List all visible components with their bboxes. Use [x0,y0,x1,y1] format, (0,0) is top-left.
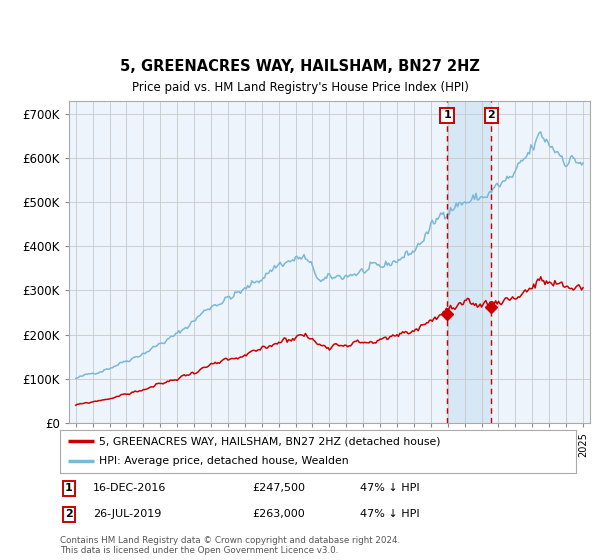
Text: 5, GREENACRES WAY, HAILSHAM, BN27 2HZ (detached house): 5, GREENACRES WAY, HAILSHAM, BN27 2HZ (d… [98,436,440,446]
Text: 1: 1 [65,483,73,493]
Text: 2: 2 [65,509,73,519]
Text: 1: 1 [443,110,451,120]
Text: £247,500: £247,500 [252,483,305,493]
Text: 26-JUL-2019: 26-JUL-2019 [93,509,161,519]
Text: £263,000: £263,000 [252,509,305,519]
Text: 47% ↓ HPI: 47% ↓ HPI [360,509,419,519]
Text: HPI: Average price, detached house, Wealden: HPI: Average price, detached house, Weal… [98,456,349,466]
Text: Contains HM Land Registry data © Crown copyright and database right 2024.
This d: Contains HM Land Registry data © Crown c… [60,536,400,556]
Text: 2: 2 [487,110,495,120]
Text: 5, GREENACRES WAY, HAILSHAM, BN27 2HZ: 5, GREENACRES WAY, HAILSHAM, BN27 2HZ [120,59,480,74]
Text: 47% ↓ HPI: 47% ↓ HPI [360,483,419,493]
Text: 16-DEC-2016: 16-DEC-2016 [93,483,166,493]
Bar [447,101,491,423]
Text: Price paid vs. HM Land Registry's House Price Index (HPI): Price paid vs. HM Land Registry's House … [131,81,469,94]
